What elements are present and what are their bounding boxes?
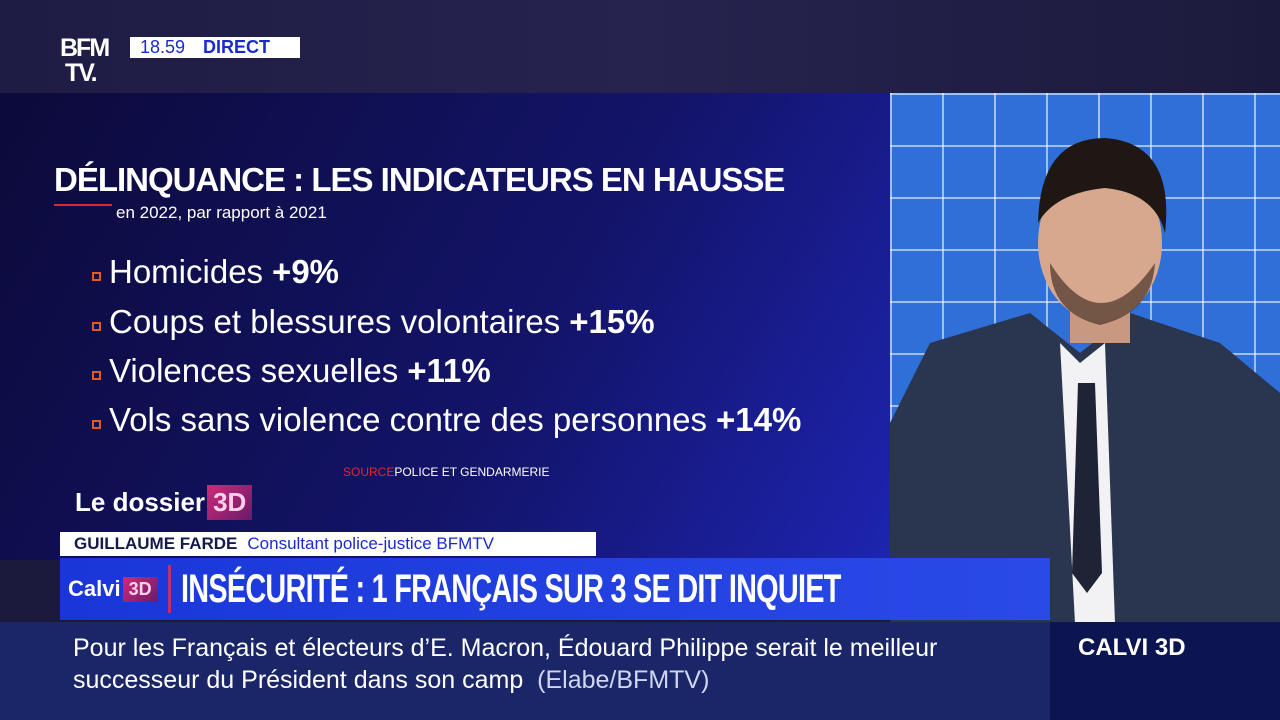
bullet-icon bbox=[92, 370, 101, 380]
item-value: +14% bbox=[716, 401, 802, 438]
program-name: CALVI 3D bbox=[1078, 634, 1186, 661]
item-label: Vols sans violence contre des personnes bbox=[109, 401, 708, 438]
headline-bar: Calvi 3D INSÉCURITÉ : 1 FRANÇAIS SUR 3 SE… bbox=[60, 558, 1050, 620]
segment-badge: 3D bbox=[207, 485, 253, 520]
bullet-icon bbox=[92, 419, 101, 429]
guest-name: GUILLAUME FARDE bbox=[74, 534, 238, 553]
graphic-subtitle: en 2022, par rapport à 2021 bbox=[116, 203, 327, 222]
top-bar: BFM TV. 18.59 DIRECT bbox=[0, 0, 1280, 93]
ticker-source: (Elabe/BFMTV) bbox=[537, 666, 710, 694]
bfmtv-logo: BFM TV. bbox=[60, 34, 110, 87]
live-clock: 18.59 DIRECT bbox=[130, 37, 300, 58]
ticker-text: Pour les Français et électeurs d’E. Macr… bbox=[73, 634, 938, 694]
source-text: POLICE ET GENDARMERIE bbox=[394, 465, 550, 479]
list-item: Homicides +9% bbox=[92, 253, 339, 291]
item-value: +9% bbox=[272, 253, 340, 290]
time: 18.59 bbox=[140, 37, 186, 57]
bullet-icon bbox=[92, 321, 101, 331]
item-value: +15% bbox=[569, 303, 655, 340]
news-ticker: Pour les Français et électeurs d’E. Macr… bbox=[0, 622, 1050, 720]
program-box: CALVI 3D bbox=[1050, 622, 1280, 720]
list-item: Violences sexuelles +11% bbox=[92, 352, 491, 390]
show-badge: 3D bbox=[122, 576, 158, 602]
show-label: Calvi bbox=[68, 576, 121, 601]
list-item: Coups et blessures volontaires +15% bbox=[92, 303, 655, 341]
show-logo: Calvi 3D bbox=[68, 576, 158, 602]
item-label: Homicides bbox=[109, 253, 264, 290]
graphic-title: DÉLINQUANCE : LES INDICATEURS EN HAUSSE bbox=[54, 161, 785, 198]
info-graphic: DÉLINQUANCE : LES INDICATEURS EN HAUSSE … bbox=[0, 93, 890, 560]
name-strip: GUILLAUME FARDE Consultant police-justice… bbox=[60, 532, 596, 556]
item-value: +11% bbox=[407, 352, 491, 389]
item-label: Coups et blessures volontaires bbox=[109, 303, 561, 340]
title-underline bbox=[54, 204, 112, 206]
segment-label: Le dossier bbox=[75, 487, 206, 517]
segment-logo: Le dossier 3D bbox=[75, 485, 253, 520]
source-note: SOURCEPOLICE ET GENDARMERIE bbox=[343, 465, 550, 479]
guest-role: Consultant police-justice BFMTV bbox=[247, 534, 494, 553]
headline: INSÉCURITÉ : 1 FRANÇAIS SUR 3 SE DIT INQ… bbox=[180, 567, 841, 611]
divider bbox=[167, 565, 171, 613]
presenter-image bbox=[890, 138, 1280, 623]
live-label: DIRECT bbox=[203, 37, 271, 57]
list-item: Vols sans violence contre des personnes +… bbox=[92, 401, 801, 439]
item-label: Violences sexuelles bbox=[109, 352, 399, 389]
source-label: SOURCE bbox=[343, 465, 395, 479]
bullet-icon bbox=[92, 271, 101, 281]
